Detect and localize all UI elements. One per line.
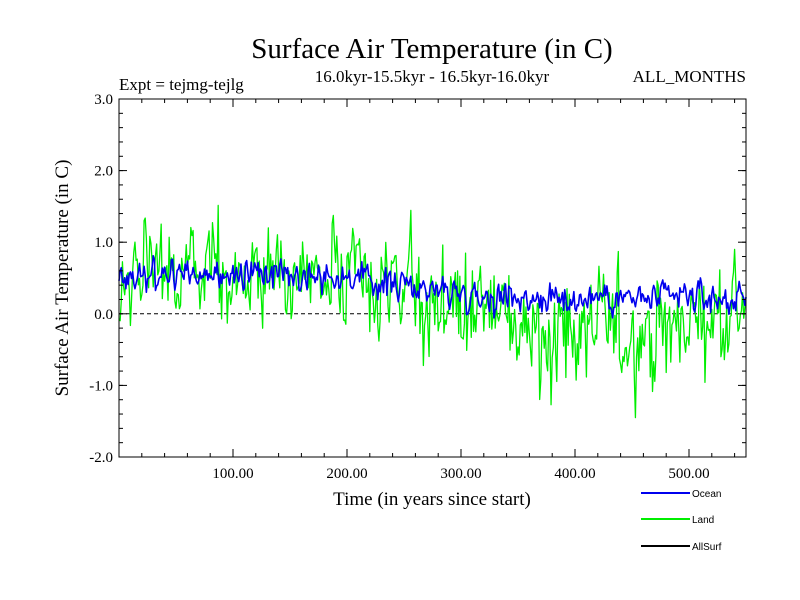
plot-area	[118, 204, 747, 419]
chart-subtitle-right: ALL_MONTHS	[633, 67, 746, 86]
axes: -2.0 -1.0 0.0 1.0 2.0 3.0 100.00 200.00 300.00 40…	[89, 92, 746, 482]
x-tick-label: 300.00	[440, 466, 481, 482]
legend-label-land: Land	[692, 515, 714, 526]
legend-label-allsurf: AllSurf	[692, 542, 722, 553]
y-tick-label: 1.0	[94, 235, 113, 251]
x-tick-label: 100.00	[212, 466, 253, 482]
legend: Ocean Land AllSurf	[641, 489, 722, 553]
y-tick-label: 2.0	[94, 164, 113, 180]
chart-subtitle-center: 16.0kyr-15.5kyr - 16.5kyr-16.0kyr	[315, 67, 550, 86]
series-line-ocean	[118, 255, 747, 319]
y-tick-label: 0.0	[94, 307, 113, 323]
chart-subtitle-left: Expt = tejmg-tejlg	[119, 75, 244, 94]
x-tick-label: 500.00	[668, 466, 709, 482]
y-tick-label: -1.0	[89, 378, 113, 394]
chart-title: Surface Air Temperature (in C)	[251, 33, 612, 65]
x-tick-label: 200.00	[326, 466, 367, 482]
y-tick-label: 3.0	[94, 92, 113, 108]
legend-label-ocean: Ocean	[692, 489, 721, 500]
x-axis-label: Time (in years since start)	[333, 489, 531, 510]
plot-frame	[118, 98, 747, 458]
series-line-land	[118, 204, 747, 419]
x-tick-label: 400.00	[554, 466, 595, 482]
y-axis-label: Surface Air Temperature (in C)	[52, 160, 73, 397]
y-tick-label: -2.0	[89, 450, 113, 466]
